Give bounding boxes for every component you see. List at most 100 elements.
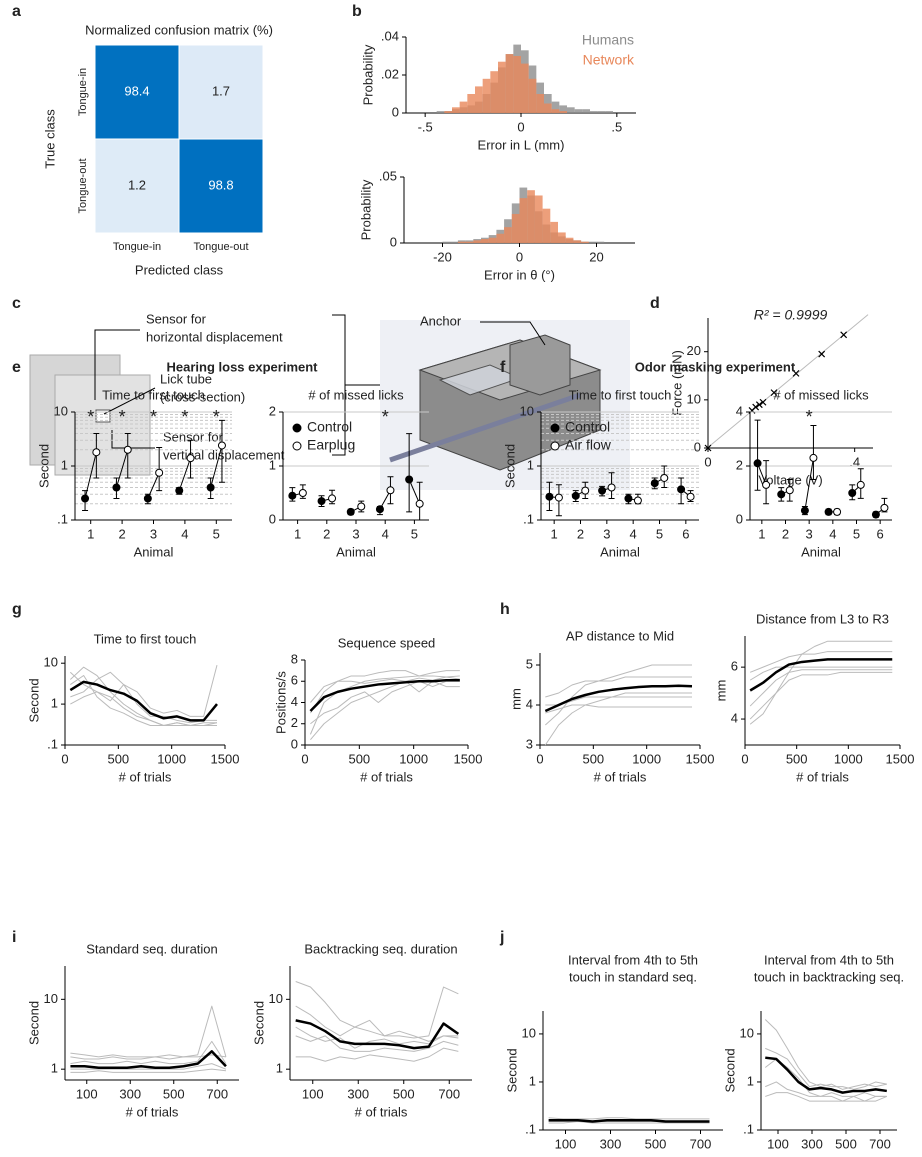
data-point [572,492,579,499]
line-series [545,705,692,713]
y-tick-label: 4 [291,694,298,709]
x-tick-label: -.5 [418,119,433,134]
chart-title: Normalized confusion matrix (%) [85,22,273,37]
x-tick-label: 500 [645,1136,667,1151]
y-tick-label: .1 [525,1121,536,1136]
histogram-bar [521,64,529,113]
x-tick-label: 1000 [834,751,863,766]
x-tick-label: 3 [150,526,157,541]
y-tick-label: 8 [291,651,298,666]
histogram-bar [536,94,544,113]
y-axis-label: Second [26,1001,41,1045]
legend-label: Network [583,52,635,68]
data-point [634,497,641,504]
data-point [608,484,615,491]
chart-title: Time to first touch [102,387,205,402]
data-point [778,491,785,498]
line-series [70,682,217,721]
data-point [387,487,394,494]
y-tick-label: 5 [526,656,533,671]
y-tick-label: 10 [520,403,534,418]
group-title: Hearing loss experiment [167,359,319,374]
x-tick-label: 5 [656,526,663,541]
x-tick-label: 0 [61,751,68,766]
x-tick-label: 6 [682,526,689,541]
diagram-label: horizontal displacement [146,329,283,344]
data-point [289,492,296,499]
y-tick-label: .1 [47,736,58,751]
histogram-bar [452,107,460,113]
x-tick-label: 500 [582,751,604,766]
x-tick-label: 1 [87,526,94,541]
y-axis-label: Second [251,1001,266,1045]
histogram-bar [527,190,535,243]
y-tick-label: 0 [392,104,399,119]
y-tick-label: 10 [44,991,58,1006]
histogram-bar [444,111,452,113]
line-series [70,1006,226,1059]
y-tick-label: 1 [276,1061,283,1076]
histogram-bar [460,102,468,113]
x-axis-label: Error in L (mm) [478,137,565,152]
y-tick-label: 1 [747,1073,754,1088]
legend-marker [551,424,559,432]
chart-title: # of missed licks [308,387,404,402]
y-axis-label: Second [722,1048,737,1092]
x-tick-label: 6 [877,526,884,541]
panel-letter: h [500,601,510,618]
y-axis-label: Second [502,444,517,488]
histogram-bar [481,239,489,243]
y-tick-label: 2 [269,403,276,418]
x-axis-label: Animal [801,544,841,559]
y-tick-label: .1 [743,1121,754,1136]
diagram-label: Sensor for [163,429,224,444]
y-tick-label: 10 [54,403,68,418]
x-axis-label: # of trials [360,769,413,784]
panel-letter: c [12,295,21,312]
y-tick-label: 10 [687,391,701,406]
chart-title: # of missed licks [773,387,869,402]
y-tick-label: 0 [736,511,743,526]
annotation: R² = 0.9999 [754,307,828,323]
x-tick-label: 0 [741,751,748,766]
x-tick-label: 1000 [632,751,661,766]
x-tick-label: 4 [630,526,637,541]
data-point [849,490,856,497]
y-tick-label: 20 [687,343,701,358]
histogram-bar [466,242,474,243]
diagram-label: Anchor [420,313,462,328]
x-tick-label: 1000 [157,751,186,766]
chart-title: Interval from 4th to 5th [764,952,894,967]
data-point [625,495,632,502]
chart-title: Time to first touch [569,387,672,402]
x-tick-label: Tongue-in [113,241,161,253]
y-tick-label: 10 [44,655,58,670]
data-point [825,508,832,515]
histogram-bar [513,56,521,113]
histogram-bar [467,94,475,113]
y-axis-label: Probability [358,179,373,240]
y-axis-label: mm [508,688,523,710]
x-tick-label: 1 [551,526,558,541]
histogram-bar [504,227,512,243]
data-point [763,481,770,488]
histogram-bar [490,71,498,113]
chart-title: touch in standard seq. [569,969,697,984]
data-point [661,474,668,481]
data-point [678,486,685,493]
line-series [70,672,217,725]
chart-title: Standard seq. duration [86,941,218,956]
line-series [750,667,892,680]
y-axis-label: Second [504,1048,519,1092]
legend-label: Control [307,419,352,435]
data-point [358,503,365,510]
y-tick-label: 3 [526,736,533,751]
histogram-bar [567,107,575,113]
x-axis-label: Animal [134,544,174,559]
data-point [786,487,793,494]
chart-title: Time to first touch [94,631,197,646]
line-series [296,1006,459,1041]
x-tick-label: 300 [119,1086,141,1101]
x-tick-label: 700 [690,1136,712,1151]
significance-star: * [119,407,126,427]
